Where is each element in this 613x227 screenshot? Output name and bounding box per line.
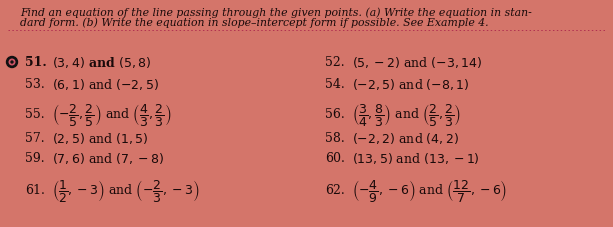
Text: $(13, 5)$ and $(13, -1)$: $(13, 5)$ and $(13, -1)$ xyxy=(352,151,480,166)
Text: $(-2, 2)$ and $(4, 2)$: $(-2, 2)$ and $(4, 2)$ xyxy=(352,131,459,146)
Text: 56.: 56. xyxy=(325,109,345,121)
Text: 62.: 62. xyxy=(325,185,345,197)
Text: $(7, 6)$ and $(7, -8)$: $(7, 6)$ and $(7, -8)$ xyxy=(52,151,164,166)
Text: 51.: 51. xyxy=(25,55,47,69)
Text: 59.: 59. xyxy=(25,153,45,165)
Circle shape xyxy=(11,61,13,63)
Text: 54.: 54. xyxy=(325,77,345,91)
Text: 60.: 60. xyxy=(325,153,345,165)
Text: dard form. (b) Write the equation in slope–intercept form if possible. See Examp: dard form. (b) Write the equation in slo… xyxy=(20,17,489,27)
Circle shape xyxy=(9,59,15,65)
Text: $(2, 5)$ and $(1, 5)$: $(2, 5)$ and $(1, 5)$ xyxy=(52,131,148,146)
Text: 61.: 61. xyxy=(25,185,45,197)
Text: $(5, -2)$ and $(-3, 14)$: $(5, -2)$ and $(-3, 14)$ xyxy=(352,54,482,69)
Text: $\left(\dfrac{1}{2}, -3\right)$ and $\left(-\dfrac{2}{3}, -3\right)$: $\left(\dfrac{1}{2}, -3\right)$ and $\le… xyxy=(52,178,199,204)
Text: $(3, 4)$ and $(5, 8)$: $(3, 4)$ and $(5, 8)$ xyxy=(52,54,151,69)
Text: $(6, 1)$ and $(-2, 5)$: $(6, 1)$ and $(-2, 5)$ xyxy=(52,76,159,91)
Circle shape xyxy=(7,57,18,67)
Text: 53.: 53. xyxy=(25,77,45,91)
Text: $(-2, 5)$ and $(-8, 1)$: $(-2, 5)$ and $(-8, 1)$ xyxy=(352,76,470,91)
Text: 52.: 52. xyxy=(325,55,345,69)
Text: $\left(\dfrac{3}{4}, \dfrac{8}{3}\right)$ and $\left(\dfrac{2}{5}, \dfrac{2}{3}\: $\left(\dfrac{3}{4}, \dfrac{8}{3}\right)… xyxy=(352,102,461,128)
Text: $\left(-\dfrac{2}{5}, \dfrac{2}{5}\right)$ and $\left(\dfrac{4}{3}, \dfrac{2}{3}: $\left(-\dfrac{2}{5}, \dfrac{2}{5}\right… xyxy=(52,102,172,128)
Text: 57.: 57. xyxy=(25,133,45,146)
Text: 55.: 55. xyxy=(25,109,45,121)
Text: Find an equation of the line passing through the given points. (a) Write the equ: Find an equation of the line passing thr… xyxy=(20,7,531,17)
Text: $\left(-\dfrac{4}{9}, -6\right)$ and $\left(\dfrac{12}{7}, -6\right)$: $\left(-\dfrac{4}{9}, -6\right)$ and $\l… xyxy=(352,178,508,204)
Text: 58.: 58. xyxy=(325,133,345,146)
